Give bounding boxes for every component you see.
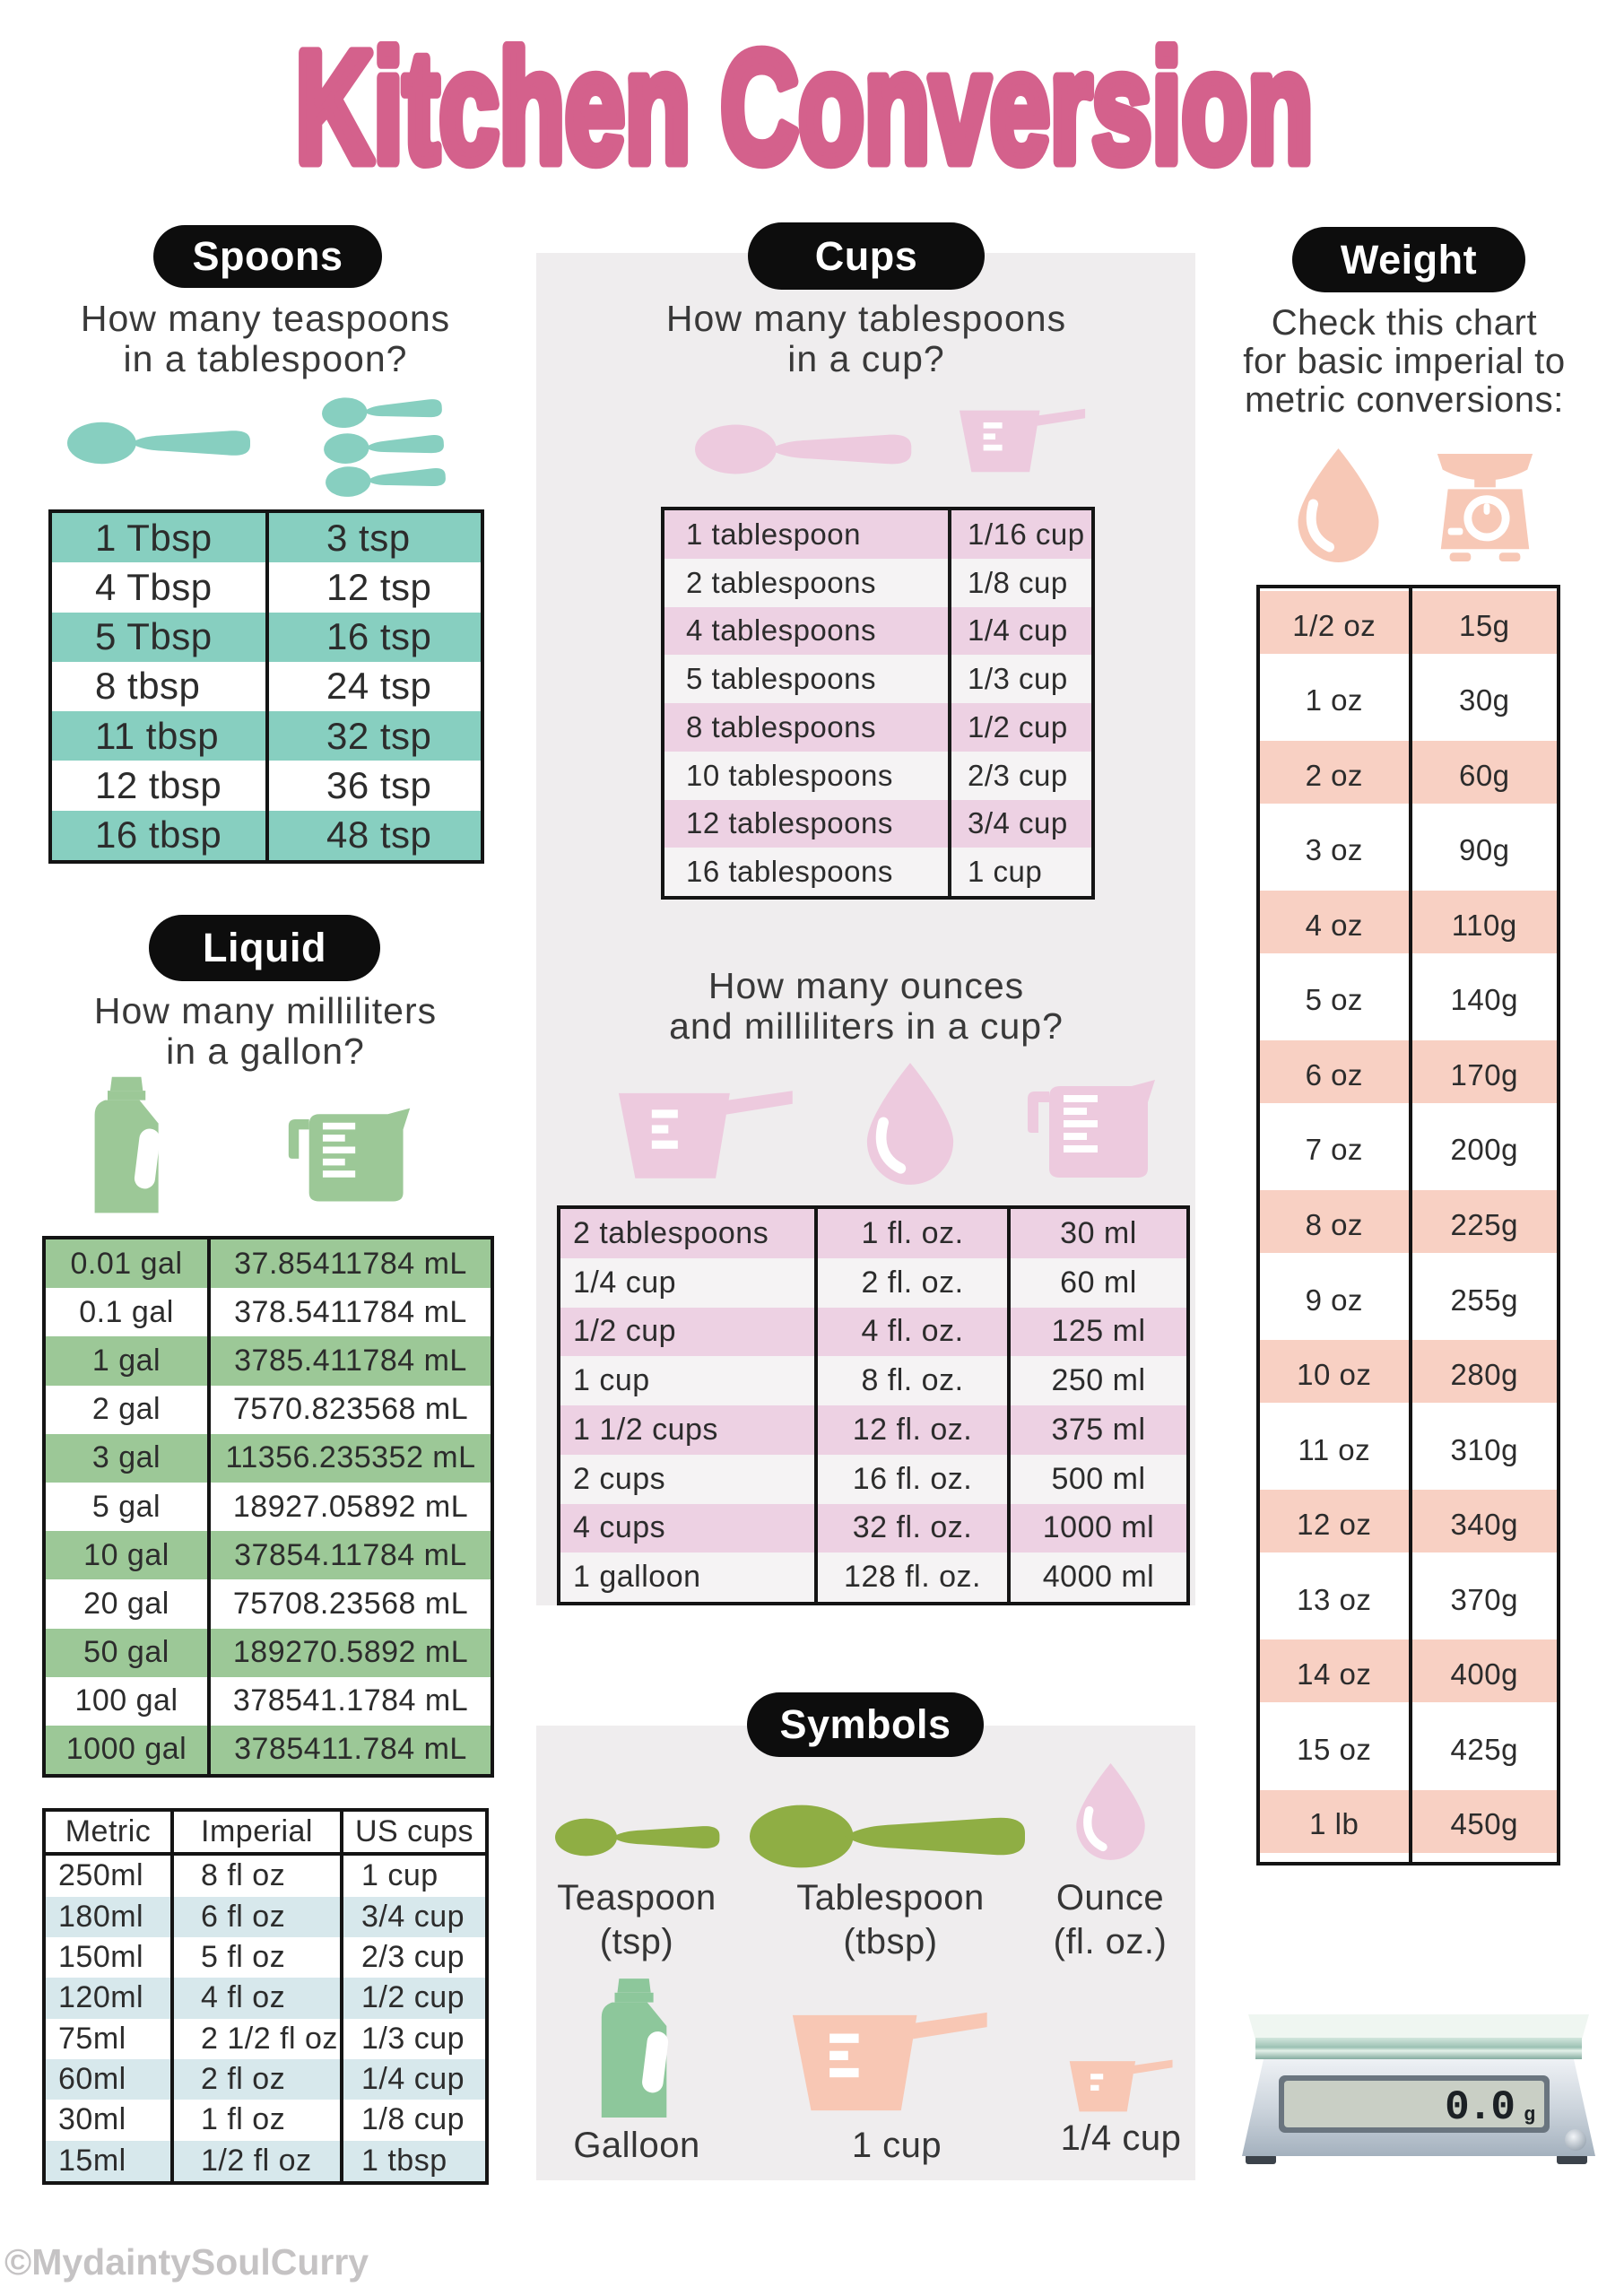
svg-text:g: g bbox=[1524, 2104, 1535, 2126]
svg-text:Kitchen Conversion: Kitchen Conversion bbox=[296, 20, 1314, 196]
svg-text:0.0: 0.0 bbox=[1445, 2084, 1514, 2131]
